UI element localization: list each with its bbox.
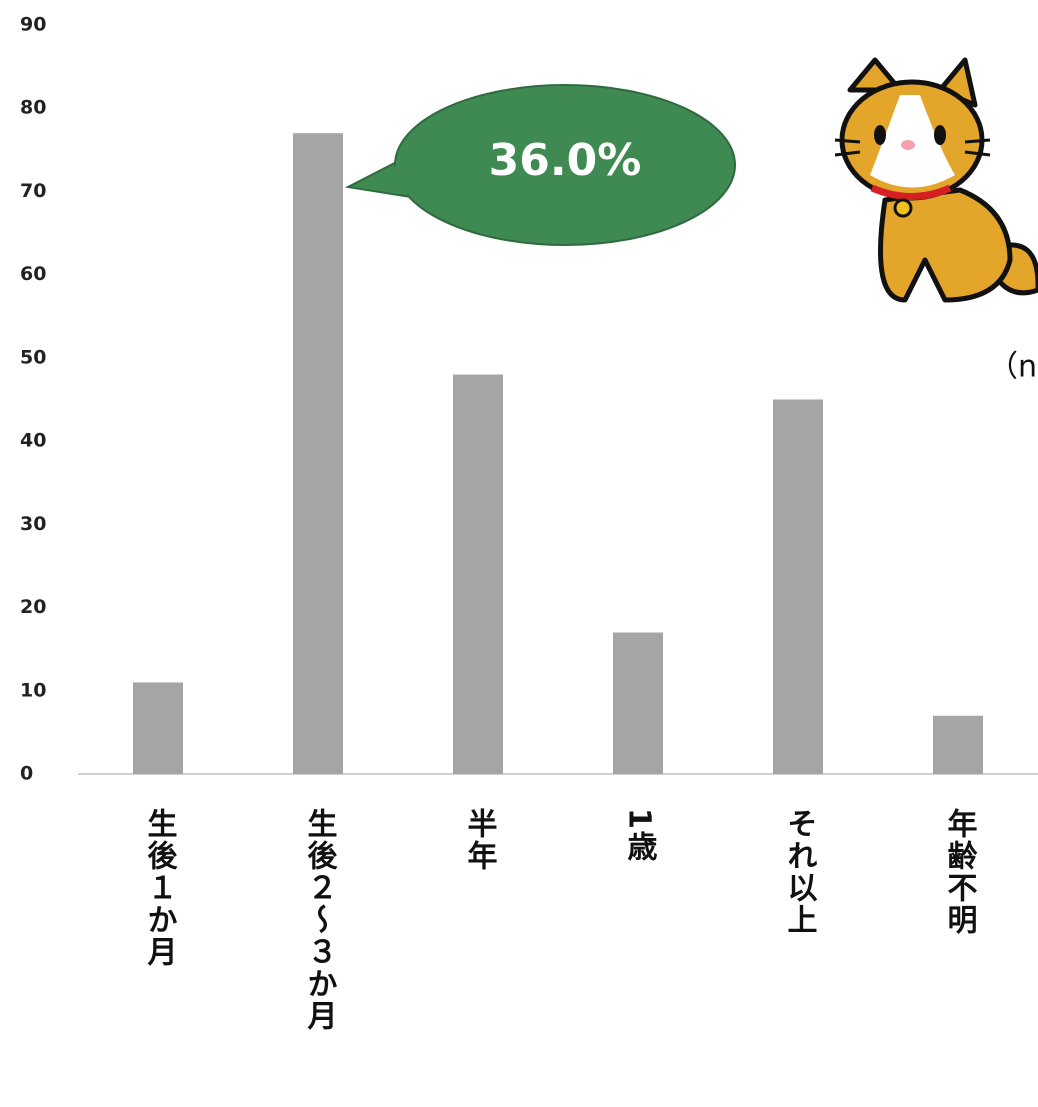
y-tick-label: 50	[20, 346, 46, 368]
speech-bubble	[344, 84, 736, 246]
bar	[933, 715, 983, 774]
bar	[453, 374, 503, 774]
bar	[613, 632, 663, 774]
bar	[773, 399, 823, 774]
sample-size-note: （n=	[988, 350, 1038, 385]
y-tick-label: 80	[20, 97, 46, 119]
x-tick-label: それ以上	[782, 808, 817, 936]
bar	[133, 682, 183, 774]
cat-illustration	[834, 57, 1038, 303]
x-tick-label: 生後１か月	[142, 808, 178, 968]
y-tick-label: 40	[20, 430, 46, 452]
y-tick-label: 10	[20, 679, 46, 701]
x-tick-label: 半年	[462, 808, 498, 872]
x-tick-label: 年齢不明	[942, 808, 978, 936]
y-tick-label: 90	[20, 14, 46, 36]
y-tick-label: 30	[20, 513, 46, 535]
y-tick-label: 70	[20, 180, 46, 202]
y-tick-label: 60	[20, 263, 46, 285]
x-tick-label: 1歳	[622, 808, 658, 863]
annotation: 36.0%	[489, 135, 642, 186]
y-tick-label: 0	[20, 763, 33, 785]
bar	[293, 133, 343, 774]
y-tick-label: 20	[20, 596, 46, 618]
x-tick-label: 生後２～３か月	[302, 808, 338, 1032]
